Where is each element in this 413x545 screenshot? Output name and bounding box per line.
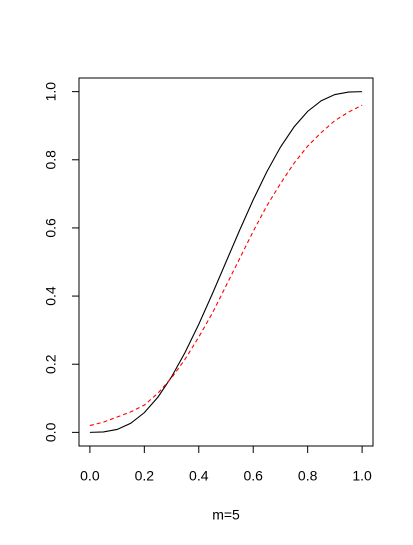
y-tick-label: 0.8 [43,150,59,170]
x-tick-label: 0.8 [298,468,318,484]
y-tick-label: 0.2 [43,354,59,374]
y-tick-label: 0.0 [43,422,59,442]
x-axis-label: m=5 [212,507,240,523]
x-tick-label: 0.4 [189,468,209,484]
y-tick-label: 1.0 [43,82,59,102]
x-tick-label: 1.0 [352,468,372,484]
x-tick-label: 0.2 [135,468,155,484]
series-line [89,91,363,433]
x-tick-label: 0.6 [243,468,263,484]
y-tick-label: 0.6 [43,218,59,238]
x-tick-label: 0.0 [80,468,100,484]
series-line [89,104,363,427]
y-tick-label: 0.4 [43,286,59,306]
